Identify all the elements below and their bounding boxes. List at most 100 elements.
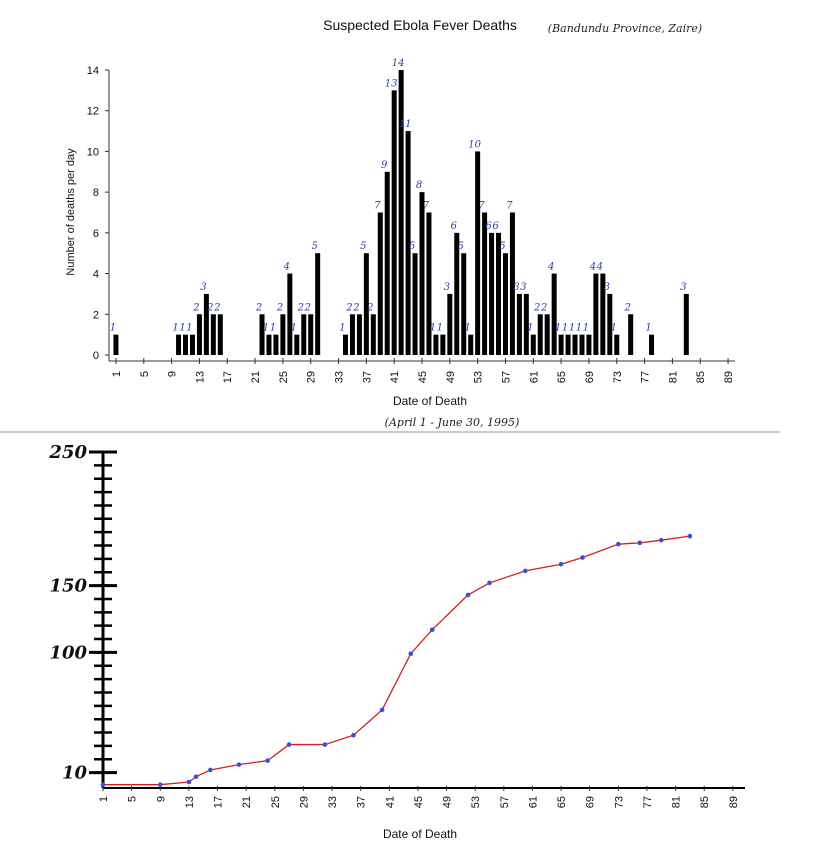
data-label: 2 <box>352 302 359 313</box>
data-label: 2 <box>540 302 547 313</box>
chart-title: Suspected Ebola Fever Deaths <box>323 17 517 33</box>
x-tick-label: 65 <box>556 796 568 808</box>
bar <box>544 314 550 355</box>
bar <box>614 334 620 355</box>
y-tick-label: 100 <box>49 642 87 663</box>
bar <box>489 232 495 355</box>
bar <box>475 151 481 355</box>
bar <box>558 334 564 355</box>
data-label: 2 <box>213 302 220 313</box>
bar <box>440 334 446 355</box>
point <box>193 774 199 779</box>
x-tick-label: 49 <box>445 371 457 383</box>
data-label: 1 <box>555 323 561 334</box>
point <box>687 533 693 539</box>
x-tick-label: 85 <box>695 371 707 383</box>
point <box>157 782 163 787</box>
data-label: 4 <box>596 262 603 273</box>
bar <box>259 314 265 355</box>
data-label: 1 <box>645 323 651 334</box>
x-tick-label: 69 <box>585 796 597 808</box>
bar <box>496 232 502 355</box>
x-tick-label: 33 <box>327 796 339 808</box>
bar <box>315 253 321 355</box>
bar <box>196 314 202 355</box>
data-label: 7 <box>423 201 430 212</box>
data-label: 6 <box>485 221 492 232</box>
x-tick-label: 25 <box>278 371 290 383</box>
point <box>558 561 564 567</box>
bar <box>530 334 536 355</box>
data-label: 2 <box>297 302 304 313</box>
data-label: 3 <box>200 282 206 293</box>
x-tick-label: 37 <box>361 371 373 383</box>
bar <box>377 212 383 355</box>
x-tick-label: 65 <box>556 371 568 383</box>
bar <box>349 314 355 355</box>
data-label: 1 <box>611 323 617 334</box>
x-tick-label: 25 <box>270 796 282 808</box>
x-tick-label: 29 <box>298 796 310 808</box>
x-tick-label: 61 <box>527 796 539 808</box>
x-tick-label: 81 <box>671 796 683 808</box>
x-tick-label: 85 <box>699 796 711 808</box>
data-label: 1 <box>569 323 575 334</box>
point <box>658 537 664 543</box>
bar <box>537 314 543 355</box>
data-label: 14 <box>392 58 405 69</box>
x-tick-label: 81 <box>667 371 679 383</box>
bar <box>370 314 376 355</box>
x-tick-label: 57 <box>499 796 511 808</box>
data-label: 5 <box>458 241 464 252</box>
bar <box>551 273 557 355</box>
x-tick-label: 13 <box>184 796 196 808</box>
bar <box>176 334 182 355</box>
x-tick-label: 77 <box>642 796 654 808</box>
y-tick-label: 12 <box>87 106 99 118</box>
x-tick-label: 45 <box>417 371 429 383</box>
x-tick-label: 9 <box>155 796 167 802</box>
data-label: 2 <box>623 302 630 313</box>
data-label: 13 <box>385 78 398 89</box>
bar <box>217 314 223 355</box>
y-tick-label: 4 <box>93 269 99 281</box>
x-tick-label: 21 <box>250 371 262 383</box>
x-tick-label: 13 <box>194 371 206 383</box>
bar <box>384 171 390 355</box>
bar <box>405 131 411 355</box>
bar <box>649 334 655 355</box>
x-tick-label: 1 <box>111 371 123 377</box>
data-label: 2 <box>276 302 283 313</box>
bar <box>509 212 515 355</box>
point <box>408 651 414 657</box>
point <box>465 592 471 598</box>
data-label: 8 <box>416 180 422 191</box>
bar <box>363 253 369 355</box>
bar <box>113 334 119 355</box>
point <box>487 580 492 586</box>
y-tick-label: 8 <box>93 187 99 199</box>
point <box>322 742 328 747</box>
data-label: 11 <box>399 119 412 130</box>
data-label: 1 <box>576 323 582 334</box>
bar <box>287 273 293 355</box>
bar <box>294 334 300 355</box>
y-tick-label: 250 <box>48 442 87 463</box>
data-label: 1 <box>270 323 276 334</box>
x-tick-label: 37 <box>356 796 368 808</box>
x-tick-label: 41 <box>384 796 396 808</box>
bar <box>426 212 432 355</box>
bar <box>482 212 488 355</box>
point <box>522 568 528 574</box>
data-label: 1 <box>583 323 589 334</box>
data-label: 9 <box>381 160 388 171</box>
bar <box>391 90 397 355</box>
bar <box>579 334 585 355</box>
point <box>186 779 192 785</box>
x-axis-label: Date of Death <box>393 394 467 408</box>
data-label: 7 <box>374 201 381 212</box>
point <box>580 555 585 560</box>
data-label: 2 <box>345 302 352 313</box>
